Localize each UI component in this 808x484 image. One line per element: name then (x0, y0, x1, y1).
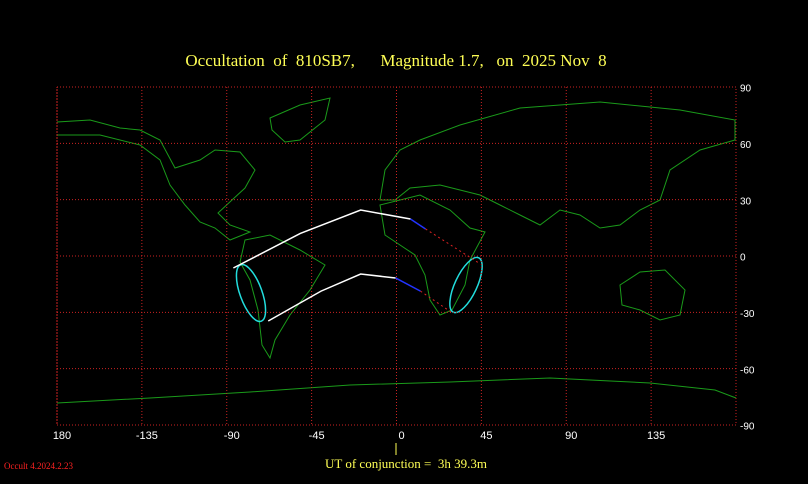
y-tick-label: -60 (740, 365, 755, 376)
x-tick-label: 180 (53, 430, 71, 442)
eurasia (379, 101, 736, 229)
y-tick-label: -90 (740, 422, 755, 433)
y-tick-label: 60 (740, 140, 752, 151)
x-tick-label: 0 (398, 430, 404, 442)
x-tick-label: 45 (480, 430, 492, 442)
track-line (420, 290, 453, 314)
coastlines (56, 97, 737, 404)
x-tick-label: 90 (565, 430, 577, 442)
track-line (410, 218, 426, 230)
greenland (269, 97, 331, 143)
y-tick-label: -30 (740, 309, 755, 320)
x-tick-label: -135 (136, 430, 158, 442)
track-line (395, 277, 421, 292)
north-america (56, 119, 256, 241)
track-line (267, 273, 396, 322)
africa (379, 194, 486, 316)
chart-title: Occultation of 810SB7, Magnitude 1.7, on… (185, 51, 606, 70)
south-america (239, 234, 326, 360)
x-tick-label: 135 (647, 430, 665, 442)
y-tick-label: 0 (740, 253, 746, 264)
x-tick-label: -90 (224, 430, 240, 442)
x-tick-label: -45 (309, 430, 325, 442)
footer: UT of conjunction = 3h 39.3m (325, 456, 487, 471)
y-tick-label: 90 (740, 84, 752, 95)
version: Occult 4.2024.2.23 (4, 461, 73, 471)
y-tick-label: 30 (740, 196, 752, 207)
track-line (233, 209, 411, 269)
track-line (425, 228, 480, 264)
antarctica (56, 377, 737, 404)
australia (619, 269, 686, 321)
